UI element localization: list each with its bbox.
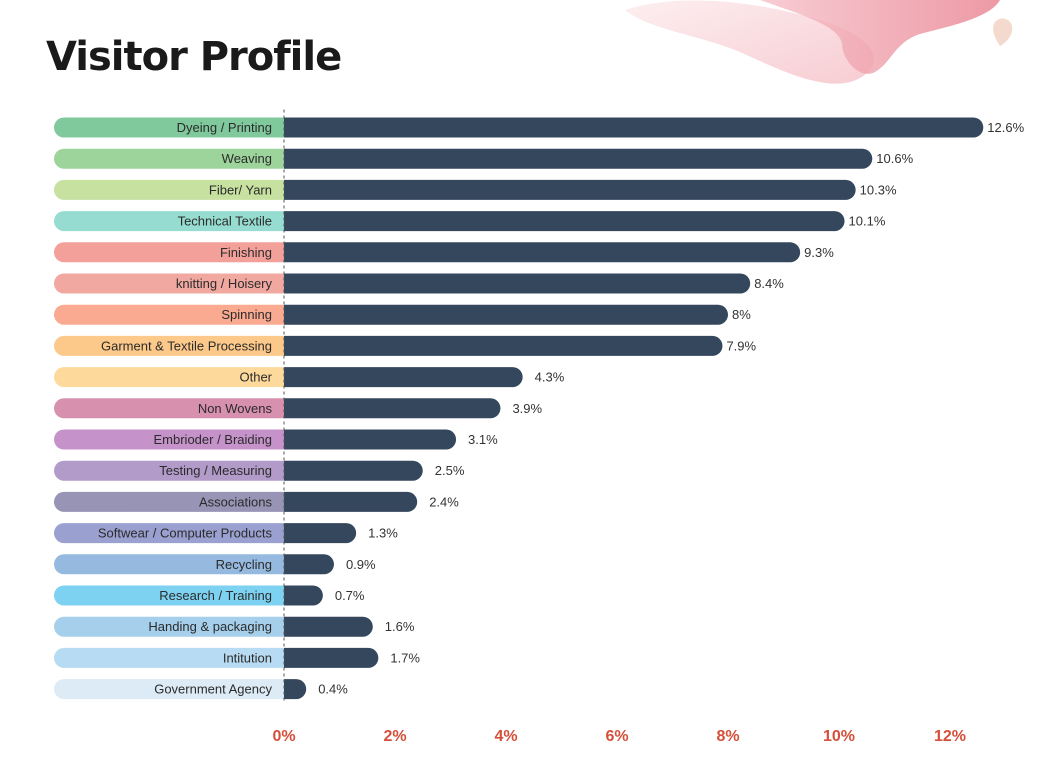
category-label: Garment & Textile Processing	[101, 338, 272, 353]
value-label: 0.7%	[335, 588, 365, 603]
value-label: 1.7%	[390, 650, 420, 665]
category-label: Associations	[199, 494, 272, 509]
category-label: Spinning	[221, 307, 272, 322]
x-tick-label: 2%	[383, 728, 406, 745]
category-label: Softwear / Computer Products	[98, 526, 273, 541]
value-label: 12.6%	[987, 120, 1024, 135]
category-label: Handing & packaging	[148, 619, 272, 634]
bar	[284, 335, 723, 356]
category-label: knitting / Hoisery	[176, 276, 273, 291]
category-pill	[54, 335, 292, 356]
x-tick-label: 8%	[716, 728, 739, 745]
value-label: 0.4%	[318, 682, 348, 697]
category-pill	[54, 523, 292, 544]
category-label: Other	[239, 370, 272, 385]
value-label: 4.3%	[535, 370, 565, 385]
category-label: Technical Textile	[178, 214, 272, 229]
page-title: Visitor Profile	[46, 34, 342, 80]
value-label: 8%	[732, 307, 751, 322]
category-label: Recycling	[216, 557, 272, 572]
category-label: Research / Training	[159, 588, 272, 603]
bar	[284, 429, 457, 450]
category-label: Fiber/ Yarn	[209, 182, 272, 197]
category-pill	[54, 647, 292, 668]
category-pill	[54, 429, 292, 450]
category-label: Weaving	[222, 151, 272, 166]
category-label: Dyeing / Printing	[177, 120, 272, 135]
category-pill	[54, 367, 292, 388]
bar	[284, 585, 323, 606]
category-pill	[54, 117, 292, 138]
x-tick-label: 0%	[272, 728, 295, 745]
decorative-petals-image	[625, 0, 1013, 84]
category-pill	[54, 398, 292, 419]
bar	[284, 460, 423, 481]
category-pill	[54, 273, 292, 294]
bar	[284, 148, 873, 169]
value-label: 10.3%	[860, 182, 897, 197]
bar	[284, 242, 801, 263]
value-label: 0.9%	[346, 557, 376, 572]
value-label: 2.4%	[429, 494, 459, 509]
bar	[284, 523, 357, 544]
category-label: Intitution	[223, 650, 272, 665]
bar	[284, 679, 307, 700]
bar	[284, 491, 418, 512]
value-label: 1.6%	[385, 619, 415, 634]
x-tick-label: 12%	[934, 728, 966, 745]
x-tick-label: 4%	[494, 728, 517, 745]
bar	[284, 398, 501, 419]
value-label: 9.3%	[804, 245, 834, 260]
x-tick-label: 10%	[823, 728, 855, 745]
category-pill	[54, 242, 292, 263]
bar	[284, 616, 373, 637]
category-label: Embrioder / Braiding	[154, 432, 273, 447]
category-label: Testing / Measuring	[159, 463, 272, 478]
bar	[284, 117, 984, 138]
category-pill	[54, 179, 292, 200]
bar	[284, 211, 845, 232]
category-pill	[54, 304, 292, 325]
category-label: Finishing	[220, 245, 272, 260]
category-label: Non Wovens	[198, 401, 273, 416]
value-label: 8.4%	[754, 276, 784, 291]
category-pill	[54, 148, 292, 169]
value-label: 1.3%	[368, 526, 398, 541]
category-pill	[54, 616, 292, 637]
category-pill	[54, 211, 292, 232]
category-pill	[54, 460, 292, 481]
value-label: 10.1%	[849, 214, 886, 229]
bar	[284, 304, 728, 325]
value-label: 7.9%	[726, 338, 756, 353]
bar	[284, 367, 523, 388]
category-pill	[54, 585, 292, 606]
value-label: 10.6%	[876, 151, 913, 166]
bar	[284, 647, 379, 668]
bar	[284, 179, 856, 200]
category-pill	[54, 679, 292, 700]
category-pill	[54, 554, 292, 575]
value-label: 3.9%	[512, 401, 542, 416]
category-label: Government Agency	[154, 682, 272, 697]
value-label: 3.1%	[468, 432, 498, 447]
value-label: 2.5%	[435, 463, 465, 478]
x-tick-label: 6%	[605, 728, 628, 745]
bar	[284, 554, 334, 575]
category-pill	[54, 491, 292, 512]
bar	[284, 273, 751, 294]
